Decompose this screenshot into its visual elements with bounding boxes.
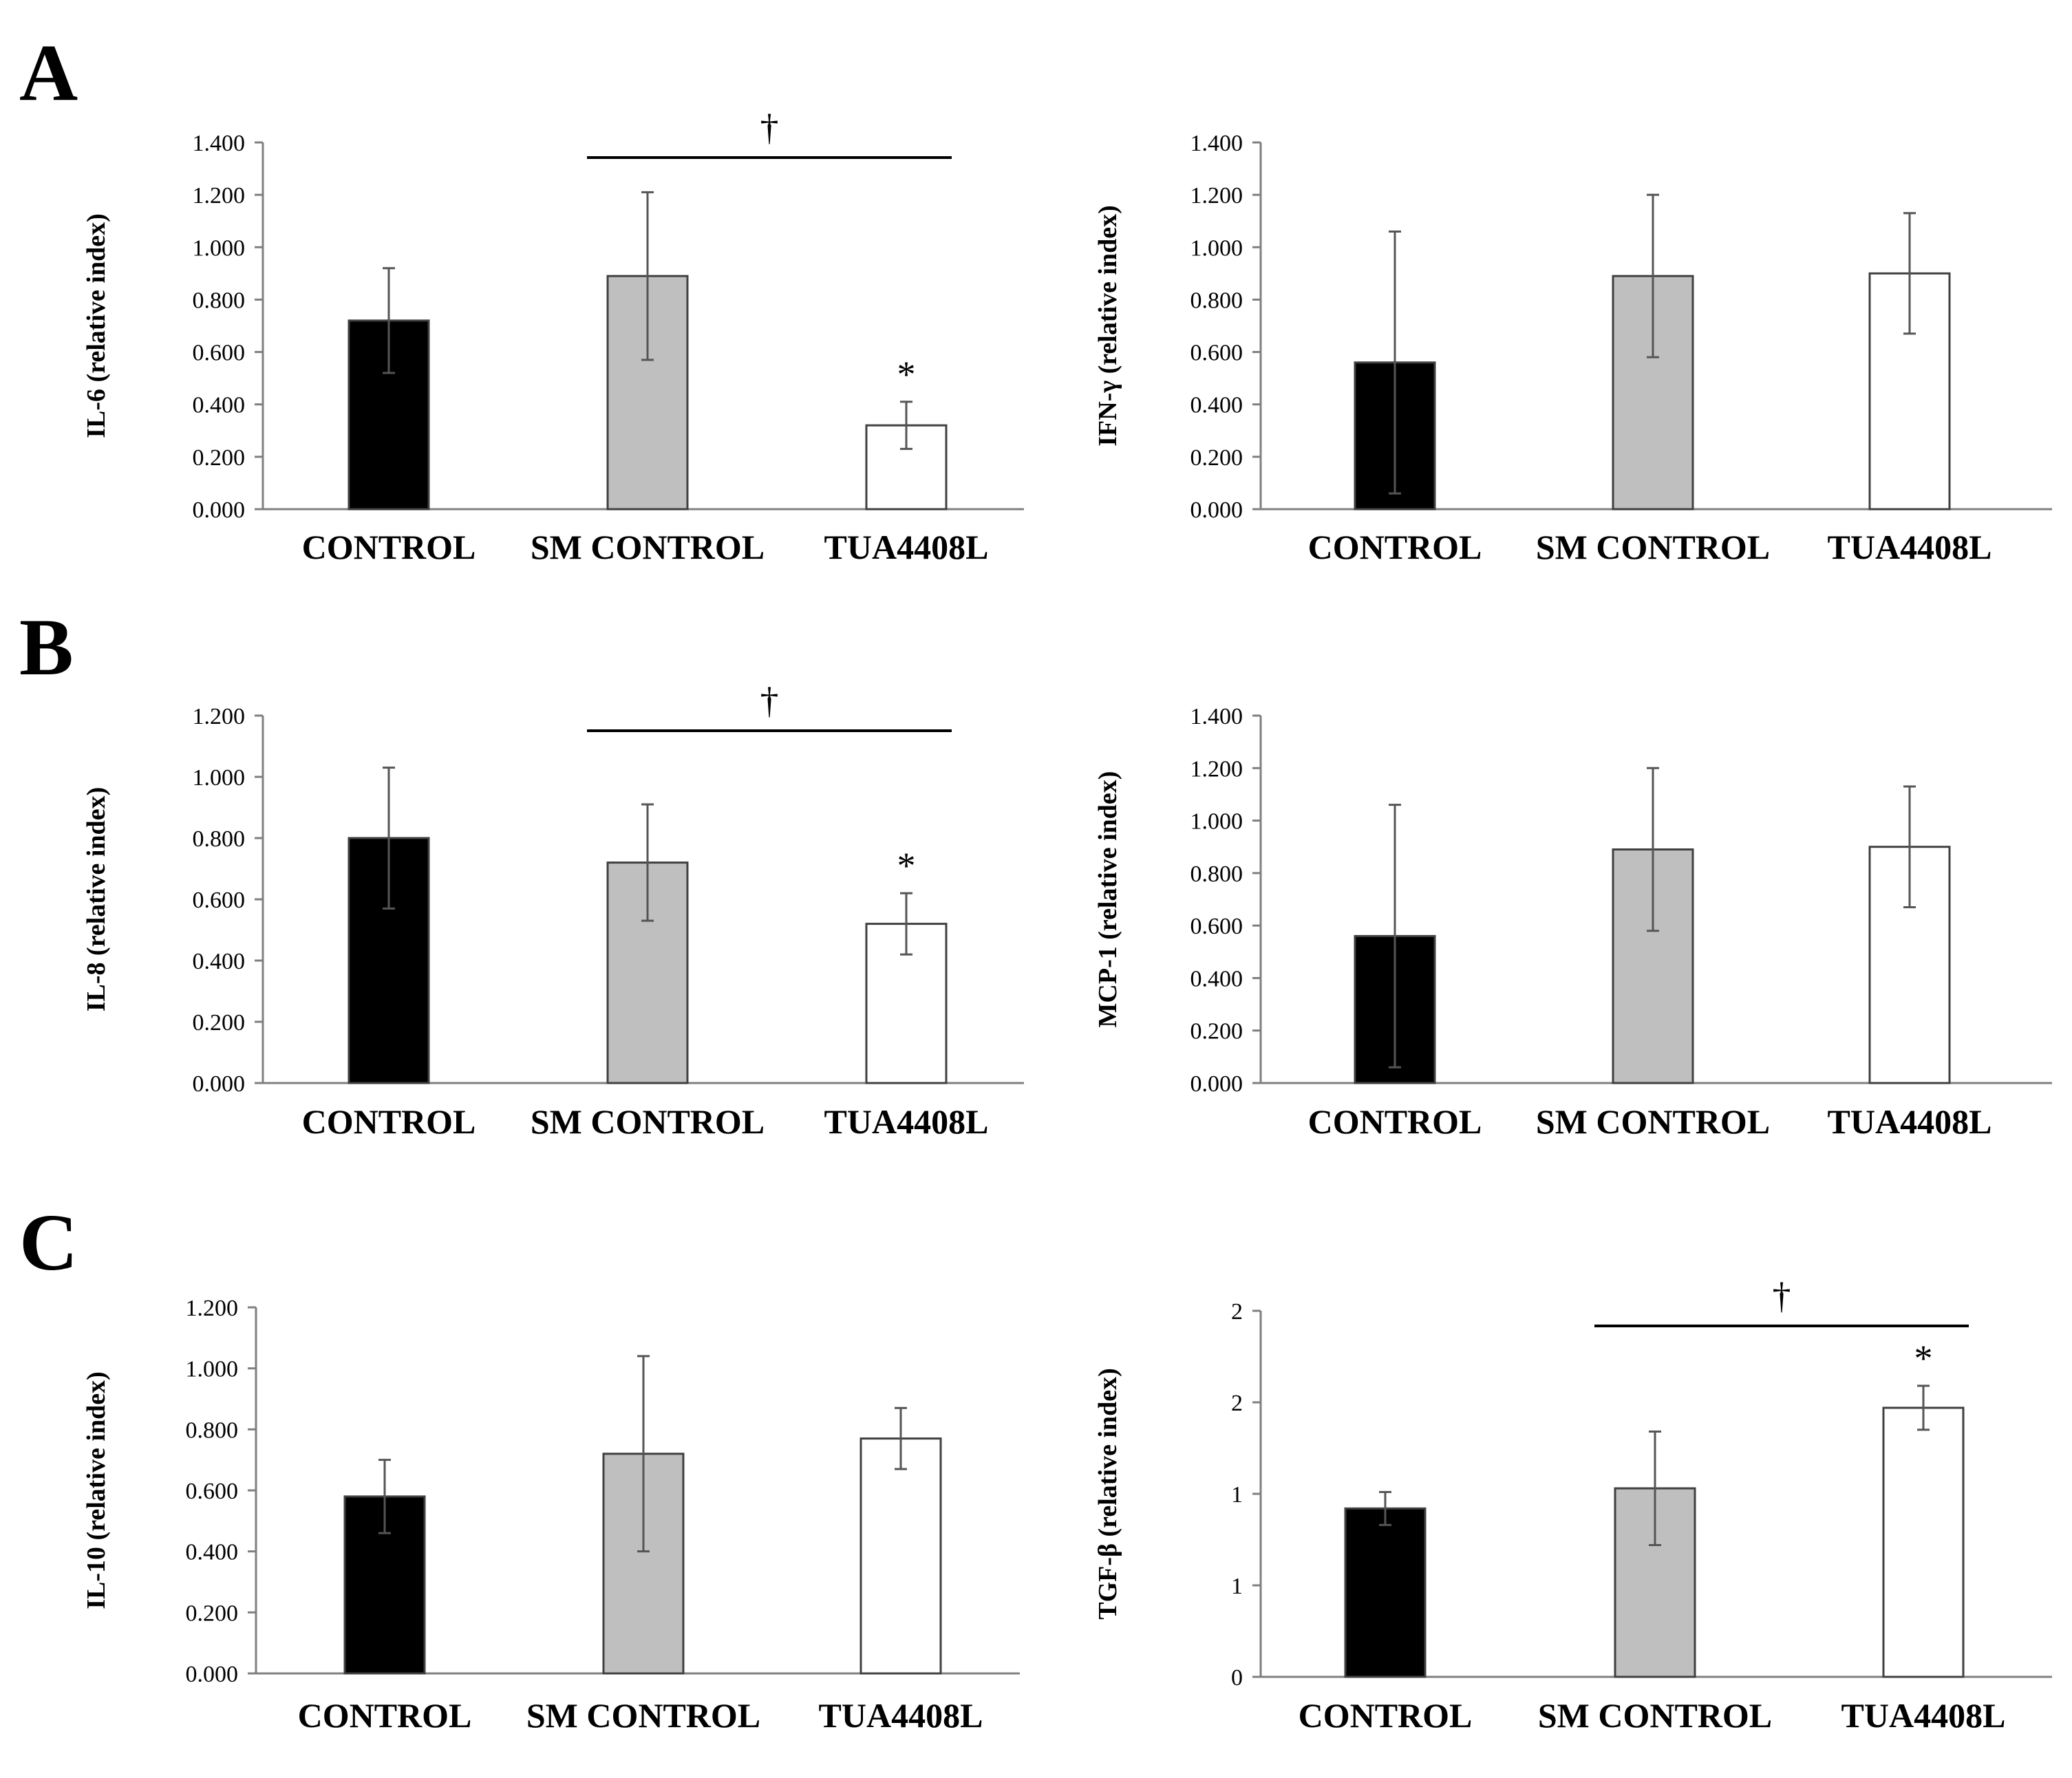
bar-0 — [1344, 1507, 1427, 1678]
y-tick-label: 0.600 — [186, 1479, 239, 1504]
bar-2 — [1882, 1406, 1965, 1678]
y-tick-label: 1.400 — [1190, 131, 1243, 156]
chart-2: 0.000 0.200 0.400 0.600 0.800 1.000 1.200 IL-8 … — [82, 680, 1024, 1141]
chart-4: 0.000 0.200 0.400 0.600 0.800 1.000 1.200 IL-10… — [82, 1296, 1020, 1735]
category-label: CONTROL — [298, 1696, 472, 1735]
asterisk-mark: * — [897, 845, 916, 886]
y-tick-label: 0.600 — [1190, 341, 1243, 366]
bar-1 — [606, 275, 689, 511]
y-axis-label: IL-10 (relative index) — [82, 1371, 111, 1609]
bar-2 — [859, 1437, 942, 1675]
chart-5: 0 1 1 2 2 TGF-β (relative index) CONTROL SM CON… — [1093, 1275, 2052, 1735]
y-tick-label: 0.000 — [1190, 1071, 1243, 1097]
y-tick-label: 0.800 — [193, 288, 246, 313]
y-tick-label: 1.400 — [1190, 704, 1243, 729]
category-label: TUA4408L — [1828, 528, 1992, 566]
y-tick-label: 1.200 — [186, 1296, 239, 1321]
y-axis-label: IL-6 (relative index) — [82, 213, 111, 438]
panel-letter-b: B — [19, 602, 74, 692]
category-label: CONTROL — [302, 1102, 476, 1141]
y-axis-label: TGF-β (relative index) — [1093, 1368, 1122, 1619]
category-label: TUA4408L — [819, 1696, 983, 1735]
chart-0: 0.000 0.200 0.400 0.600 0.800 1.000 1.200 1.400… — [82, 107, 1024, 566]
y-tick-label: 1.400 — [193, 131, 246, 156]
y-tick-label: 0.600 — [193, 341, 246, 366]
chart-3: 0.000 0.200 0.400 0.600 0.800 1.000 1.200 1.400… — [1093, 704, 2052, 1141]
category-label: TUA4408L — [1828, 1102, 1992, 1141]
charts-group: 0.000 0.200 0.400 0.600 0.800 1.000 1.200 1.400… — [82, 107, 2052, 1735]
asterisk-mark: * — [1914, 1338, 1933, 1379]
category-label: CONTROL — [1308, 1102, 1482, 1141]
y-tick-label: 0.600 — [193, 888, 246, 913]
y-axis-label: IL-8 (relative index) — [82, 787, 111, 1011]
panel-letter-c: C — [19, 1197, 78, 1287]
y-tick-label: 0 — [1231, 1665, 1243, 1691]
category-label: TUA4408L — [824, 1102, 989, 1141]
y-tick-label: 0.400 — [193, 393, 246, 418]
y-tick-label: 2 — [1231, 1299, 1243, 1325]
y-tick-label: 1.000 — [193, 235, 246, 261]
y-tick-label: 0.800 — [1190, 288, 1243, 313]
y-tick-label: 1.200 — [1190, 183, 1243, 208]
y-tick-label: 0.200 — [1190, 445, 1243, 471]
category-label: SM CONTROL — [531, 1102, 765, 1141]
chart-1: 0.000 0.200 0.400 0.600 0.800 1.000 1.200 1.400… — [1093, 131, 2052, 566]
y-tick-label: 0.000 — [186, 1662, 239, 1687]
category-label: SM CONTROL — [1536, 528, 1770, 566]
y-axis-label: MCP-1 (relative index) — [1093, 771, 1122, 1028]
y-tick-label: 0.400 — [186, 1540, 239, 1565]
y-tick-label: 0.200 — [193, 445, 246, 471]
y-tick-label: 0.800 — [1190, 861, 1243, 887]
y-tick-label: 0.200 — [1190, 1019, 1243, 1045]
y-tick-label: 1.200 — [193, 704, 246, 729]
y-axis-label: IFN-γ (relative index) — [1093, 205, 1122, 447]
y-tick-label: 0.400 — [193, 949, 246, 974]
category-label: SM CONTROL — [1538, 1696, 1772, 1735]
dagger-mark: † — [760, 680, 779, 721]
category-label: SM CONTROL — [1536, 1102, 1770, 1141]
category-label: CONTROL — [302, 528, 476, 566]
y-tick-label: 0.400 — [1190, 393, 1243, 418]
y-tick-label: 0.800 — [186, 1417, 239, 1443]
category-label: TUA4408L — [824, 528, 989, 566]
y-tick-label: 0.400 — [1190, 966, 1243, 992]
asterisk-mark: * — [897, 354, 916, 395]
y-tick-label: 1.000 — [193, 765, 246, 791]
y-tick-label: 0.000 — [1190, 497, 1243, 523]
category-label: CONTROL — [1299, 1696, 1473, 1735]
y-tick-label: 1.200 — [1190, 756, 1243, 782]
y-tick-label: 1 — [1231, 1482, 1243, 1508]
category-label: TUA4408L — [1841, 1696, 2006, 1735]
y-tick-label: 0.200 — [186, 1600, 239, 1626]
y-tick-label: 0.600 — [1190, 914, 1243, 939]
y-tick-label: 0.000 — [193, 1071, 246, 1097]
panel-letter-a: A — [19, 28, 78, 118]
bar-2 — [865, 424, 948, 511]
category-label: CONTROL — [1308, 528, 1482, 566]
y-tick-label: 1.000 — [1190, 809, 1243, 835]
dagger-mark: † — [1773, 1275, 1791, 1316]
y-tick-label: 2 — [1231, 1391, 1243, 1416]
y-tick-label: 1.000 — [1190, 235, 1243, 261]
y-tick-label: 0.000 — [193, 497, 246, 523]
y-tick-label: 0.200 — [193, 1010, 246, 1036]
y-tick-label: 1.200 — [193, 183, 246, 208]
y-tick-label: 1.000 — [186, 1357, 239, 1382]
category-label: SM CONTROL — [531, 528, 765, 566]
dagger-mark: † — [760, 107, 779, 148]
y-tick-label: 0.800 — [193, 826, 246, 852]
y-tick-label: 1 — [1231, 1574, 1243, 1599]
category-label: SM CONTROL — [526, 1696, 760, 1735]
